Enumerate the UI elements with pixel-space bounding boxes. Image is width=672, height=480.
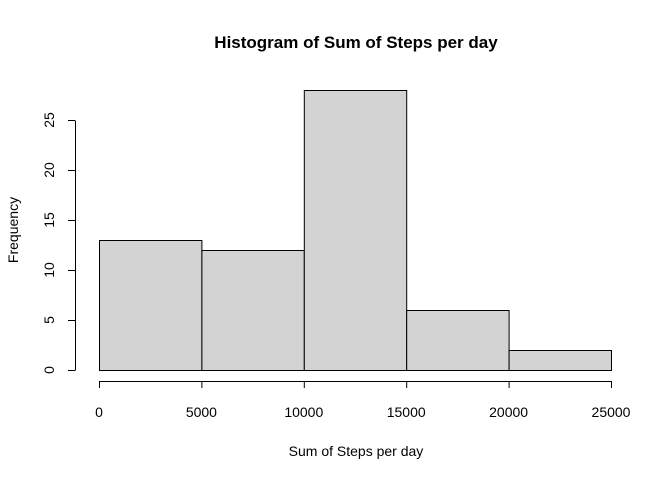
y-tick-label: 0 xyxy=(41,366,57,374)
y-axis: 0 5 10 15 20 25 xyxy=(41,112,76,374)
y-tick-label: 15 xyxy=(41,212,57,228)
x-tick-label: 5000 xyxy=(186,404,217,420)
histogram-bar-2 xyxy=(303,90,408,371)
y-tick-label: 25 xyxy=(41,112,57,128)
y-tick-label: 20 xyxy=(41,162,57,178)
histogram-bar-3 xyxy=(406,310,510,371)
x-tick-label: 20000 xyxy=(489,404,528,420)
histogram-bar-1 xyxy=(201,250,305,371)
x-tick-label: 15000 xyxy=(387,404,426,420)
x-tick-label: 0 xyxy=(95,404,103,420)
bars xyxy=(99,90,613,371)
y-tick-label: 5 xyxy=(41,316,57,324)
y-tick-label: 10 xyxy=(41,262,57,278)
y-axis-label: Frequency xyxy=(5,197,21,263)
histogram-bar-4 xyxy=(508,350,613,371)
x-tick-label: 10000 xyxy=(284,404,323,420)
x-axis: 0 5000 10000 15000 20000 25000 xyxy=(95,381,631,420)
x-axis-label: Sum of Steps per day xyxy=(289,443,424,459)
histogram-bar-0 xyxy=(99,240,203,371)
chart-title: Histogram of Sum of Steps per day xyxy=(214,33,498,52)
x-tick-label: 25000 xyxy=(592,404,631,420)
